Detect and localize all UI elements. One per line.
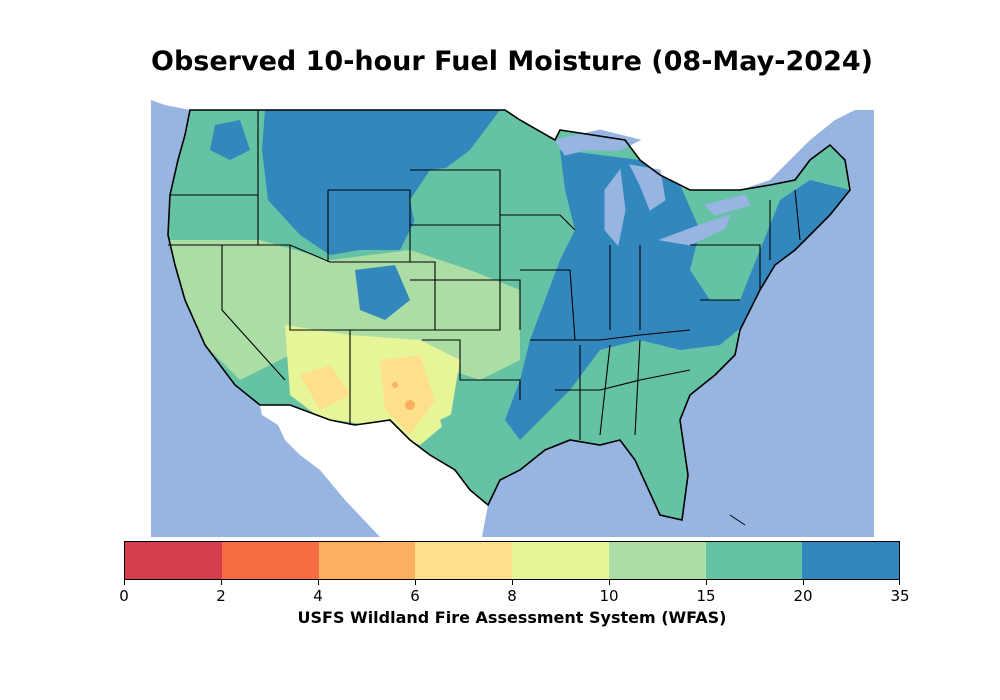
colorbar-tick-mark	[609, 580, 610, 585]
colorbar-tick-label: 15	[696, 587, 716, 605]
colorbar-tick-mark	[803, 580, 804, 585]
mexico-landmass	[260, 405, 488, 537]
colorbar-bin-0-2	[125, 542, 222, 579]
state-boundaries	[168, 110, 801, 440]
colorbar-tick-mark	[318, 580, 319, 585]
colorbar-label: USFS Wildland Fire Assessment System (WF…	[297, 608, 727, 627]
colorbar-tick-label: 4	[313, 587, 323, 605]
map-title: Observed 10-hour Fuel Moisture (08-May-2…	[151, 46, 873, 77]
colorbar-bin-2-4	[221, 542, 319, 579]
colorbar-tick-mark	[899, 580, 900, 585]
colorbar-bin-6-8	[415, 542, 512, 579]
us-outline	[167, 109, 851, 521]
colorbar-bin-4-6	[318, 542, 416, 579]
colorbar-tick-label: 0	[119, 587, 129, 605]
colorbar-tick-mark	[124, 580, 125, 585]
colorbar-ticks: 0 2 4 6 8 10 15 20 35	[119, 580, 910, 610]
colorbar-tick-label: 20	[793, 587, 813, 605]
colorbar-tick-mark	[512, 580, 513, 585]
colorbar-bin-10-15	[608, 542, 706, 579]
colorbar-bin-15-20	[705, 542, 803, 579]
colorbar	[124, 541, 900, 580]
colorbar-tick-label: 8	[507, 587, 517, 605]
colorbar-tick-mark	[706, 580, 707, 585]
colorbar-tick-mark	[415, 580, 416, 585]
canada-landmass	[151, 85, 874, 190]
colorbar-tick-label: 10	[599, 587, 619, 605]
colorbar-tick-label: 6	[410, 587, 420, 605]
colorbar-tick-label: 35	[890, 587, 910, 605]
great-lakes	[554, 129, 751, 247]
keys-coastline	[729, 514, 746, 526]
colorbar-tick-label: 2	[216, 587, 226, 605]
colorbar-bin-20-35	[802, 542, 899, 579]
colorbar-bin-8-10	[512, 542, 609, 579]
colorbar-tick-mark	[221, 580, 222, 585]
